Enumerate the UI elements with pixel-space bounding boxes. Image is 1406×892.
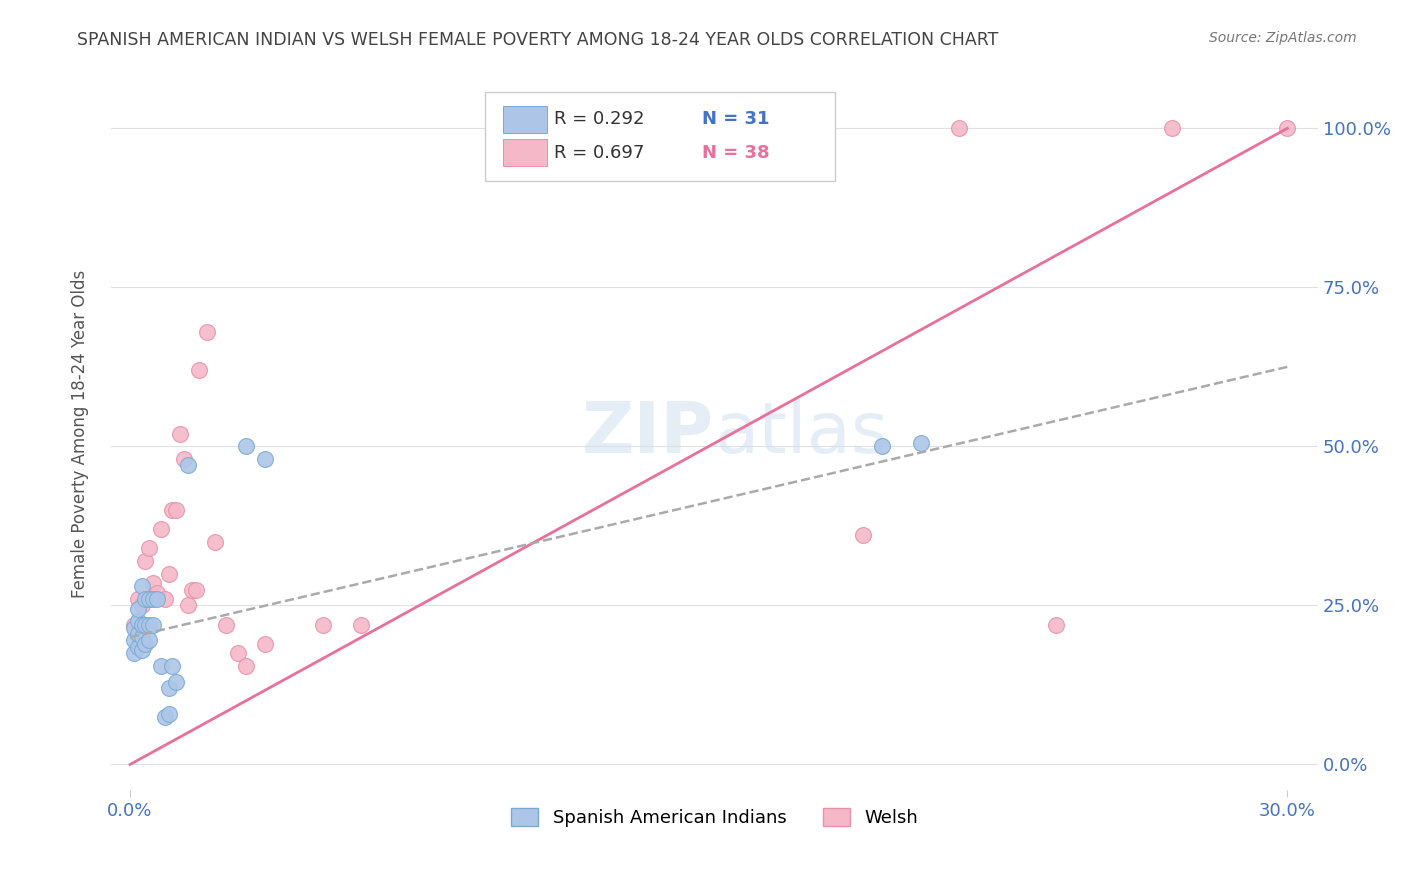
Point xyxy=(146,592,169,607)
Point xyxy=(149,658,172,673)
Point xyxy=(134,617,156,632)
Point xyxy=(134,592,156,607)
Point xyxy=(1277,121,1299,136)
Point xyxy=(184,582,207,597)
Point xyxy=(165,674,187,689)
Point xyxy=(138,592,160,607)
Point xyxy=(505,121,527,136)
Point xyxy=(177,458,200,473)
Point xyxy=(142,592,165,607)
Point xyxy=(254,637,277,651)
Point xyxy=(1045,617,1067,632)
Text: R = 0.292: R = 0.292 xyxy=(554,111,644,128)
Point xyxy=(235,439,257,453)
Point xyxy=(142,576,165,591)
Point xyxy=(188,363,211,377)
Point xyxy=(204,534,226,549)
Point xyxy=(142,617,165,632)
FancyBboxPatch shape xyxy=(503,139,547,167)
Point xyxy=(131,630,153,644)
Point xyxy=(131,599,153,613)
Point xyxy=(131,633,153,648)
Point xyxy=(1160,121,1182,136)
Y-axis label: Female Poverty Among 18-24 Year Olds: Female Poverty Among 18-24 Year Olds xyxy=(72,269,89,598)
Text: N = 31: N = 31 xyxy=(703,111,770,128)
Point xyxy=(149,522,172,536)
Point xyxy=(138,541,160,556)
Point xyxy=(157,706,180,721)
Point xyxy=(157,566,180,581)
Point xyxy=(852,528,875,542)
Point xyxy=(157,681,180,695)
Point xyxy=(312,617,335,632)
Point xyxy=(180,582,202,597)
Point xyxy=(169,426,191,441)
Point xyxy=(131,643,153,657)
Point xyxy=(215,617,238,632)
Point xyxy=(948,121,970,136)
Point xyxy=(127,627,149,641)
Point xyxy=(127,601,149,615)
Point xyxy=(775,121,797,136)
Text: N = 38: N = 38 xyxy=(703,144,770,162)
Point xyxy=(165,503,187,517)
Point xyxy=(254,452,277,467)
Point xyxy=(235,658,257,673)
Point xyxy=(122,617,145,632)
Point xyxy=(173,452,195,467)
Text: R = 0.697: R = 0.697 xyxy=(554,144,644,162)
Text: SPANISH AMERICAN INDIAN VS WELSH FEMALE POVERTY AMONG 18-24 YEAR OLDS CORRELATIO: SPANISH AMERICAN INDIAN VS WELSH FEMALE … xyxy=(77,31,998,49)
Point xyxy=(138,633,160,648)
Point xyxy=(122,646,145,660)
Point xyxy=(127,592,149,607)
Point xyxy=(122,621,145,635)
FancyBboxPatch shape xyxy=(503,106,547,133)
Point xyxy=(910,436,932,450)
Legend: Spanish American Indians, Welsh: Spanish American Indians, Welsh xyxy=(503,800,925,834)
Point xyxy=(195,325,218,339)
Point xyxy=(177,599,200,613)
Point xyxy=(226,646,249,660)
Point xyxy=(870,439,893,453)
Point xyxy=(127,615,149,629)
Point xyxy=(138,617,160,632)
Point xyxy=(146,585,169,599)
Text: atlas: atlas xyxy=(714,400,889,468)
Point xyxy=(131,617,153,632)
Point xyxy=(122,633,145,648)
Point xyxy=(138,592,160,607)
Point xyxy=(582,121,605,136)
Point xyxy=(162,658,184,673)
Text: ZIP: ZIP xyxy=(582,400,714,468)
Point xyxy=(153,710,176,724)
Point xyxy=(350,617,373,632)
Point xyxy=(153,592,176,607)
Point xyxy=(134,637,156,651)
FancyBboxPatch shape xyxy=(485,92,835,181)
Point xyxy=(127,640,149,654)
Text: Source: ZipAtlas.com: Source: ZipAtlas.com xyxy=(1209,31,1357,45)
Point xyxy=(134,554,156,568)
Point xyxy=(131,579,153,593)
Point xyxy=(162,503,184,517)
Point xyxy=(134,617,156,632)
Point xyxy=(697,121,720,136)
